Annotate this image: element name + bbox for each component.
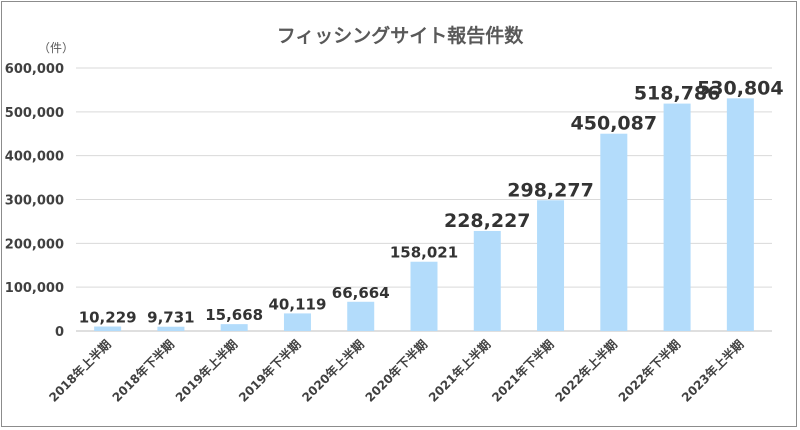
bar xyxy=(473,230,501,331)
y-tick-label: 0 xyxy=(55,325,64,340)
bar xyxy=(600,133,628,331)
y-axis-ticks: 0 100,000 200,000 300,000 400,000 500,000 600,… xyxy=(5,62,64,340)
bar xyxy=(220,324,248,331)
bar xyxy=(537,200,565,331)
data-label: 530,804 xyxy=(697,77,784,99)
y-tick-label: 100,000 xyxy=(5,281,64,296)
data-label: 158,021 xyxy=(390,244,458,262)
data-label: 66,664 xyxy=(332,284,390,302)
x-tick-label: 2018年下半期 xyxy=(109,337,177,405)
data-label: 518,786 xyxy=(634,83,721,105)
bar xyxy=(94,326,122,331)
data-label: 15,668 xyxy=(205,306,263,324)
data-label: 9,731 xyxy=(147,309,194,327)
bar xyxy=(157,326,185,331)
x-tick-label: 2018年上半期 xyxy=(46,337,114,405)
bars xyxy=(94,98,754,332)
x-tick-label: 2022年下半期 xyxy=(615,337,683,405)
bar xyxy=(283,313,311,331)
bar xyxy=(726,98,754,332)
data-label: 10,229 xyxy=(79,309,137,327)
data-label: 228,227 xyxy=(444,210,531,232)
gridlines xyxy=(76,67,772,332)
y-tick-label: 500,000 xyxy=(5,106,64,121)
x-tick-label: 2021年上半期 xyxy=(425,337,493,405)
bar xyxy=(347,301,375,331)
y-tick-label: 600,000 xyxy=(5,62,64,77)
y-tick-label: 200,000 xyxy=(5,237,64,252)
y-unit-label: （件） xyxy=(38,41,74,55)
chart-title: フィッシングサイト報告件数 xyxy=(277,24,525,47)
x-tick-label: 2023年上半期 xyxy=(678,337,746,405)
bar xyxy=(663,103,691,331)
x-tick-label: 2022年上半期 xyxy=(552,337,620,405)
x-tick-label: 2019年上半期 xyxy=(172,337,240,405)
x-tick-label: 2020年下半期 xyxy=(362,337,430,405)
y-tick-label: 300,000 xyxy=(5,194,64,209)
y-tick-label: 400,000 xyxy=(5,150,64,165)
data-label: 298,277 xyxy=(507,179,594,201)
data-label: 40,119 xyxy=(269,295,327,313)
x-tick-label: 2019年下半期 xyxy=(235,337,303,405)
data-label: 450,087 xyxy=(571,113,658,135)
x-axis-ticks: 2018年上半期2018年下半期2019年上半期2019年下半期2020年上半期… xyxy=(46,337,747,405)
x-tick-label: 2020年上半期 xyxy=(299,337,367,405)
data-labels: 10,229 9,731 15,668 40,119 66,664 158,021 228,… xyxy=(79,77,784,326)
x-tick-label: 2021年下半期 xyxy=(488,337,556,405)
bar xyxy=(410,261,438,331)
